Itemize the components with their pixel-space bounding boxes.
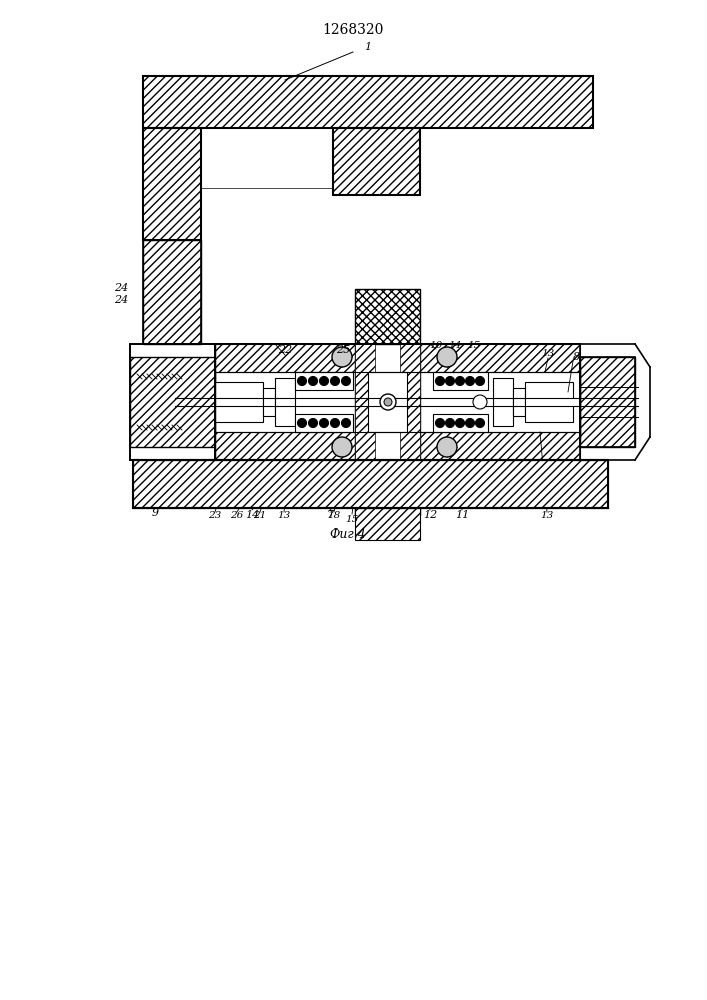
Bar: [400, 344, 420, 460]
Text: 7: 7: [327, 510, 334, 520]
Text: 11: 11: [455, 510, 469, 520]
Bar: [513, 388, 525, 416]
Bar: [215, 398, 370, 406]
Bar: [525, 398, 580, 406]
Text: 15: 15: [346, 514, 358, 524]
Circle shape: [298, 376, 307, 385]
Circle shape: [436, 418, 445, 428]
Text: 12: 12: [423, 510, 437, 520]
Circle shape: [341, 376, 351, 385]
Bar: [580, 357, 635, 447]
Bar: [580, 357, 635, 447]
Text: 1: 1: [364, 42, 372, 52]
Bar: [143, 128, 201, 240]
Circle shape: [320, 418, 329, 428]
Text: 22: 22: [278, 345, 292, 355]
Circle shape: [308, 418, 317, 428]
Bar: [333, 128, 420, 195]
Text: 9: 9: [151, 508, 158, 518]
Circle shape: [320, 376, 329, 385]
Bar: [493, 378, 513, 426]
Bar: [333, 128, 420, 195]
Text: 10: 10: [429, 340, 443, 350]
Bar: [143, 128, 201, 240]
Bar: [295, 372, 353, 390]
Circle shape: [332, 347, 352, 367]
Bar: [215, 344, 580, 372]
Bar: [263, 388, 275, 416]
Circle shape: [473, 395, 487, 409]
Circle shape: [476, 376, 484, 385]
Circle shape: [445, 418, 455, 428]
Text: 14: 14: [245, 510, 259, 520]
Text: 25: 25: [336, 345, 350, 355]
Bar: [133, 460, 608, 508]
Text: 13: 13: [277, 512, 291, 520]
Circle shape: [308, 376, 317, 385]
Bar: [215, 382, 263, 422]
Bar: [143, 240, 201, 344]
Bar: [275, 378, 295, 426]
Circle shape: [455, 418, 464, 428]
Circle shape: [436, 376, 445, 385]
Text: 13: 13: [542, 350, 554, 359]
Bar: [215, 344, 580, 460]
Bar: [355, 344, 375, 460]
Circle shape: [465, 376, 474, 385]
Bar: [130, 344, 215, 460]
Text: 21: 21: [253, 512, 267, 520]
Text: 23: 23: [209, 512, 221, 520]
Circle shape: [437, 347, 457, 367]
Circle shape: [445, 376, 455, 385]
Circle shape: [380, 394, 396, 410]
Text: 24: 24: [114, 283, 128, 293]
Text: 26: 26: [230, 512, 244, 520]
Text: Фиг.4: Фиг.4: [329, 528, 366, 542]
Bar: [295, 414, 353, 432]
Bar: [368, 372, 407, 432]
Bar: [143, 76, 593, 128]
Circle shape: [330, 418, 339, 428]
Text: 1268320: 1268320: [322, 23, 384, 37]
Bar: [133, 460, 608, 508]
Text: 13: 13: [540, 512, 554, 520]
Bar: [201, 128, 333, 188]
Bar: [355, 289, 420, 344]
Bar: [143, 460, 593, 508]
Bar: [215, 394, 243, 410]
Circle shape: [298, 418, 307, 428]
Circle shape: [455, 376, 464, 385]
Bar: [355, 344, 420, 460]
Circle shape: [384, 398, 392, 406]
Bar: [143, 240, 201, 344]
Circle shape: [341, 418, 351, 428]
Bar: [355, 478, 420, 508]
Circle shape: [437, 437, 457, 457]
Bar: [143, 76, 593, 128]
Bar: [215, 432, 580, 460]
Bar: [130, 357, 215, 447]
Bar: [433, 372, 488, 390]
Text: 14: 14: [448, 340, 462, 350]
Circle shape: [330, 376, 339, 385]
Circle shape: [465, 418, 474, 428]
Bar: [433, 414, 488, 432]
Circle shape: [476, 418, 484, 428]
Text: 18: 18: [327, 512, 341, 520]
Bar: [355, 460, 420, 515]
Text: 8: 8: [573, 352, 580, 362]
Text: 24: 24: [114, 295, 128, 305]
Bar: [525, 382, 573, 422]
Circle shape: [332, 437, 352, 457]
Text: 15: 15: [467, 340, 481, 350]
Bar: [355, 508, 420, 540]
